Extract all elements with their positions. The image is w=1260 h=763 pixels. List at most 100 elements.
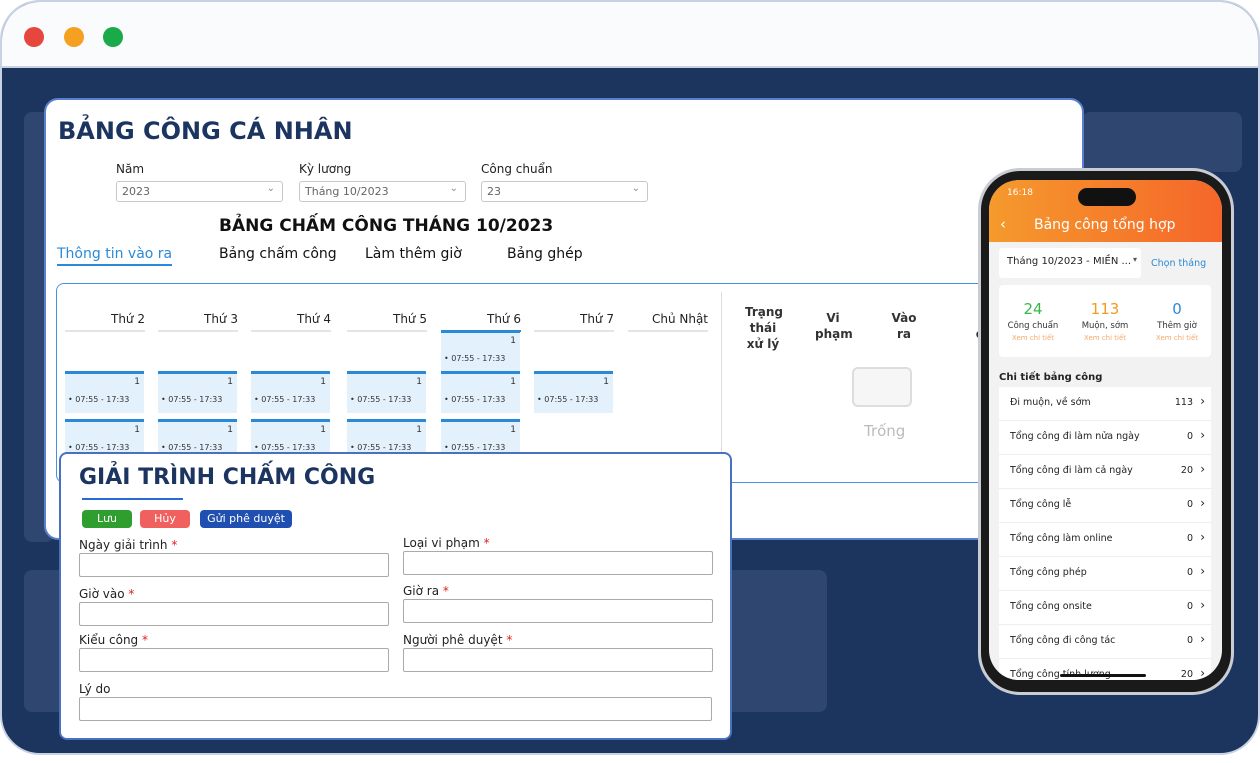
row-value: 0 bbox=[1186, 533, 1193, 544]
required-mark: * bbox=[138, 633, 148, 647]
day-cell[interactable]: 1 • 07:55 - 17:33 bbox=[534, 371, 613, 413]
cell-time: • 07:55 - 17:33 bbox=[161, 443, 223, 452]
filter-label: Kỳ lương bbox=[299, 162, 352, 176]
text-input[interactable] bbox=[403, 551, 713, 575]
stat-value: 24 bbox=[1023, 300, 1043, 318]
chevron: › bbox=[1200, 496, 1205, 510]
app-title: Bảng công tổng hợp bbox=[1034, 217, 1176, 233]
text-input[interactable] bbox=[79, 697, 712, 721]
summary-row[interactable]: Tổng công lễ 0 › bbox=[999, 489, 1211, 523]
filter-select[interactable]: Tháng 10/2023 ⌄ bbox=[299, 181, 466, 202]
summary-row[interactable]: Tổng công đi công tác 0 › bbox=[999, 625, 1211, 659]
form-button[interactable]: Lưu bbox=[82, 510, 132, 528]
text-input[interactable] bbox=[79, 553, 389, 577]
empty-text: Trống bbox=[864, 422, 906, 440]
field-label: Ngày giải trình * bbox=[79, 538, 178, 552]
stat-link[interactable]: Xem chi tiết bbox=[1011, 334, 1055, 342]
cell-time: • 07:55 - 17:33 bbox=[350, 395, 412, 404]
day-header: Thứ 7 bbox=[534, 312, 614, 332]
day-cell[interactable]: 1 • 07:55 - 17:33 bbox=[441, 330, 520, 372]
row-value: 20 bbox=[1180, 465, 1193, 476]
chevron: ⌄ bbox=[266, 183, 275, 194]
title-bar bbox=[2, 2, 1258, 68]
required-mark: * bbox=[167, 538, 178, 552]
row-label: Tổng công đi làm nửa ngày bbox=[1010, 431, 1140, 442]
divider bbox=[721, 292, 722, 462]
row-label: Tổng công đi công tác bbox=[1010, 635, 1116, 646]
tab[interactable]: Thông tin vào ra bbox=[57, 246, 173, 266]
home-indicator bbox=[1060, 674, 1146, 677]
chevron: › bbox=[1200, 530, 1205, 544]
cell-time: • 07:55 - 17:33 bbox=[444, 395, 506, 404]
filter-select[interactable]: 2023 ⌄ bbox=[116, 181, 283, 202]
dot bbox=[103, 27, 123, 47]
field-label: Người phê duyệt * bbox=[403, 633, 513, 647]
day-cell[interactable]: 1 • 07:55 - 17:33 bbox=[65, 371, 144, 413]
day-header: Thứ 4 bbox=[251, 312, 331, 332]
period-link[interactable]: Chọn tháng bbox=[1151, 258, 1207, 269]
form-button[interactable]: Hủy bbox=[140, 510, 190, 528]
required-mark: * bbox=[502, 633, 513, 647]
cell-count: 1 bbox=[320, 377, 326, 387]
cell-count: 1 bbox=[510, 336, 516, 346]
day-cell[interactable]: 1 • 07:55 - 17:33 bbox=[158, 371, 237, 413]
summary-row[interactable]: Tổng công đi làm cả ngày 20 › bbox=[999, 455, 1211, 489]
text-input[interactable] bbox=[79, 602, 389, 626]
row-value: 20 bbox=[1180, 669, 1193, 680]
row-label: Đi muộn, về sớm bbox=[1010, 397, 1091, 408]
row-label: Tổng công phép bbox=[1010, 567, 1087, 578]
stats-card bbox=[999, 285, 1211, 357]
stat-link[interactable]: Xem chi tiết bbox=[1083, 334, 1127, 342]
tab[interactable]: Bảng chấm công bbox=[219, 246, 337, 262]
tab[interactable]: Làm thêm giờ bbox=[365, 246, 462, 262]
form-button[interactable]: Gửi phê duyệt bbox=[200, 510, 292, 528]
field-label: Loại vi phạm * bbox=[403, 536, 490, 550]
row-label: Tổng công onsite bbox=[1010, 601, 1092, 612]
cell-count: 1 bbox=[320, 425, 326, 435]
summary-row[interactable]: Tổng công onsite 0 › bbox=[999, 591, 1211, 625]
chevron: › bbox=[1200, 462, 1205, 476]
row-value: 0 bbox=[1186, 499, 1193, 510]
day-cell[interactable]: 1 • 07:55 - 17:33 bbox=[347, 371, 426, 413]
row-label: Tổng công lễ bbox=[1010, 499, 1072, 510]
column-header: Trạng thái xử lý bbox=[745, 305, 784, 351]
cell-count: 1 bbox=[416, 425, 422, 435]
row-value: 0 bbox=[1186, 635, 1193, 646]
summary-row[interactable]: Tổng công làm online 0 › bbox=[999, 523, 1211, 557]
row-label: Tổng công đi làm cả ngày bbox=[1010, 465, 1133, 476]
text-input[interactable] bbox=[79, 648, 389, 672]
summary-row[interactable]: Tổng công phép 0 › bbox=[999, 557, 1211, 591]
row-value: 0 bbox=[1186, 567, 1193, 578]
row-value: 113 bbox=[1174, 397, 1193, 408]
chevron: ⌄ bbox=[449, 183, 458, 194]
chevron: › bbox=[1200, 598, 1205, 612]
form-title: GIẢI TRÌNH CHẤM CÔNG bbox=[79, 465, 376, 490]
subtitle: BẢNG CHẤM CÔNG THÁNG 10/2023 bbox=[219, 216, 554, 236]
field-label: Giờ ra * bbox=[403, 584, 449, 598]
summary-row[interactable]: Đi muộn, về sớm 113 › bbox=[999, 387, 1211, 421]
field-label: Giờ vào * bbox=[79, 587, 135, 601]
cell-time: • 07:55 - 17:33 bbox=[254, 395, 316, 404]
column-header: Vi phạm bbox=[815, 311, 853, 341]
stat-value: 0 bbox=[1172, 300, 1182, 318]
text-input[interactable] bbox=[403, 599, 713, 623]
filter-label: Năm bbox=[116, 162, 145, 176]
back-button[interactable]: ‹ bbox=[1000, 215, 1006, 233]
column-header: Vào ra bbox=[891, 311, 917, 341]
cell-count: 1 bbox=[134, 377, 140, 387]
day-cell[interactable]: 1 • 07:55 - 17:33 bbox=[251, 371, 330, 413]
tab[interactable]: Bảng ghép bbox=[507, 246, 583, 262]
stat-link[interactable]: Xem chi tiết bbox=[1155, 334, 1199, 342]
cell-count: 1 bbox=[510, 377, 516, 387]
day-header: Thứ 5 bbox=[347, 312, 427, 332]
stat-value: 113 bbox=[1090, 300, 1120, 318]
calendar: Thứ 2 Thứ 3 Thứ 4 Thứ 5 Thứ 6 Thứ 7 Chủ Nhật 1 •… bbox=[56, 283, 1056, 483]
row-value: 0 bbox=[1186, 601, 1193, 612]
period-select[interactable]: Tháng 10/2023 - MIỀN ... ▾ bbox=[999, 248, 1141, 278]
filter-select[interactable]: 23 ⌄ bbox=[481, 181, 648, 202]
text-input[interactable] bbox=[403, 648, 713, 672]
cell-time: • 07:55 - 17:33 bbox=[444, 443, 506, 452]
day-cell[interactable]: 1 • 07:55 - 17:33 bbox=[441, 371, 520, 413]
summary-row[interactable]: Tổng công đi làm nửa ngày 0 › bbox=[999, 421, 1211, 455]
